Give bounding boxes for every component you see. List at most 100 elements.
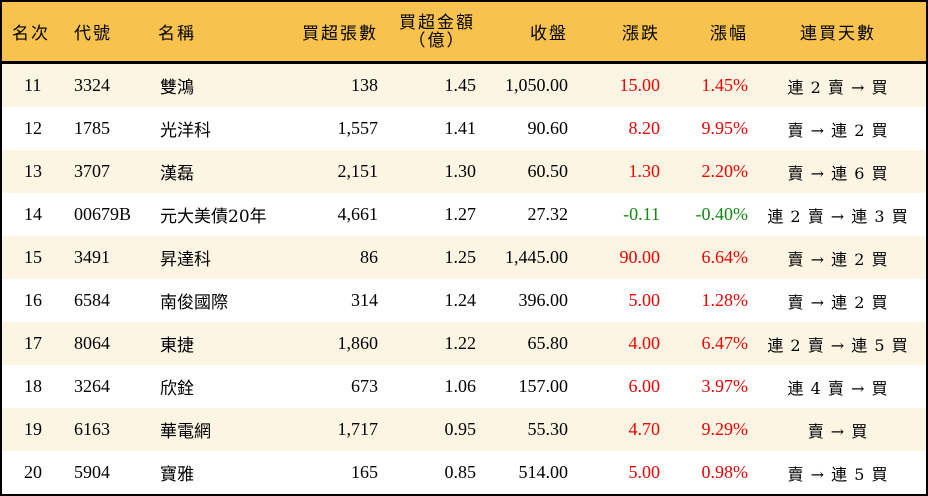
change-pct-cell: 9.95% [701, 118, 749, 138]
close-cell: 55.30 [527, 419, 569, 439]
code-cell: 3707 [74, 161, 110, 181]
table-row: 11 3324 雙鴻 138 1.45 1,050.00 15.00 1.45%… [2, 64, 926, 107]
table-row: 20 5904 寶雅 165 0.85 514.00 5.00 0.98% 賣 … [2, 451, 926, 494]
change-cell: 90.00 [619, 247, 661, 267]
net-buy-amount-cell: 1.24 [444, 290, 477, 310]
net-buy-lots-cell: 4,661 [337, 204, 379, 224]
streak-cell: 賣 → 連 5 買 [787, 464, 889, 484]
net-buy-lots-cell: 86 [360, 247, 378, 267]
code-cell: 1785 [74, 118, 110, 138]
code-cell: 6163 [74, 419, 110, 439]
change-cell: 1.30 [628, 161, 661, 181]
close-cell: 90.60 [527, 118, 569, 138]
code-cell: 3264 [74, 376, 110, 396]
code-cell: 5904 [74, 462, 110, 482]
header-change: 漲跌 [622, 24, 660, 44]
net-buy-amount-cell: 1.45 [444, 75, 477, 95]
close-cell: 1,445.00 [505, 247, 568, 267]
close-cell: 60.50 [527, 161, 569, 181]
change-pct-cell: 2.20% [701, 161, 749, 181]
change-cell: 4.70 [628, 419, 661, 439]
close-cell: 514.00 [518, 462, 569, 482]
table-row: 16 6584 南俊國際 314 1.24 396.00 5.00 1.28% … [2, 279, 926, 322]
code-cell: 3491 [74, 247, 110, 267]
change-cell: 5.00 [628, 290, 661, 310]
name-cell: 昇達科 [160, 250, 211, 270]
name-cell: 欣銓 [160, 379, 194, 399]
name-cell: 華電網 [160, 422, 211, 442]
net-buy-lots-cell: 2,151 [337, 161, 379, 181]
streak-cell: 連 2 賣 → 連 3 買 [767, 206, 909, 226]
change-cell: 8.20 [628, 118, 661, 138]
net-buy-lots-cell: 673 [351, 376, 378, 396]
name-cell: 雙鴻 [160, 78, 194, 98]
code-cell: 3324 [74, 75, 110, 95]
table-row: 13 3707 漢磊 2,151 1.30 60.50 1.30 2.20% 賣… [2, 150, 926, 193]
streak-cell: 連 2 賣 → 買 [787, 77, 889, 97]
change-cell: 4.00 [628, 333, 661, 353]
rank-cell: 11 [24, 75, 42, 95]
net-buy-amount-cell: 1.06 [444, 376, 477, 396]
net-buy-amount-cell: 0.95 [444, 419, 477, 439]
close-cell: 27.32 [527, 204, 569, 224]
table-header: 名次 代號 名稱 買超張數 買超金額 （億） 收盤 漲跌 漲幅 連買天數 [2, 2, 926, 64]
net-buy-lots-cell: 1,557 [337, 118, 379, 138]
change-cell: 15.00 [619, 75, 661, 95]
table-row: 18 3264 欣銓 673 1.06 157.00 6.00 3.97% 連 … [2, 365, 926, 408]
header-streak: 連買天數 [800, 24, 876, 44]
net-buy-amount-cell: 0.85 [444, 462, 477, 482]
net-buy-lots-cell: 165 [351, 462, 378, 482]
header-net-buy-amount-unit: （億） [408, 30, 466, 51]
header-net-buy-amount-label: 買超金額 [399, 12, 475, 33]
change-pct-cell: 6.64% [701, 247, 749, 267]
name-cell: 東捷 [160, 336, 194, 356]
table-row: 17 8064 東捷 1,860 1.22 65.80 4.00 6.47% 連… [2, 322, 926, 365]
change-cell: -0.11 [623, 204, 660, 224]
rank-cell: 16 [24, 290, 42, 310]
header-close: 收盤 [530, 24, 568, 44]
header-net-buy-lots: 買超張數 [302, 24, 378, 44]
streak-cell: 賣 → 連 2 買 [787, 120, 889, 140]
net-buy-amount-cell: 1.25 [444, 247, 477, 267]
name-cell: 元大美債20年 [160, 207, 267, 227]
change-pct-cell: 0.98% [701, 462, 749, 482]
close-cell: 65.80 [527, 333, 569, 353]
table-row: 14 00679B 元大美債20年 4,661 1.27 27.32 -0.11… [2, 193, 926, 236]
close-cell: 1,050.00 [505, 75, 568, 95]
table-row: 15 3491 昇達科 86 1.25 1,445.00 90.00 6.64%… [2, 236, 926, 279]
name-cell: 寶雅 [160, 465, 194, 485]
change-cell: 6.00 [628, 376, 661, 396]
header-change-pct: 漲幅 [710, 24, 748, 44]
rank-cell: 12 [24, 118, 42, 138]
streak-cell: 連 2 賣 → 連 5 買 [767, 335, 909, 355]
rank-cell: 19 [24, 419, 42, 439]
change-pct-cell: 6.47% [701, 333, 749, 353]
table-row: 12 1785 光洋科 1,557 1.41 90.60 8.20 9.95% … [2, 107, 926, 150]
table-row: 19 6163 華電網 1,717 0.95 55.30 4.70 9.29% … [2, 408, 926, 451]
net-buy-lots-cell: 1,717 [337, 419, 379, 439]
rank-cell: 15 [24, 247, 42, 267]
header-net-buy-amount: 買超金額 （億） [392, 2, 482, 61]
streak-cell: 連 4 賣 → 買 [787, 378, 889, 398]
change-pct-cell: 1.28% [701, 290, 749, 310]
change-pct-cell: 9.29% [701, 419, 749, 439]
rank-cell: 18 [24, 376, 42, 396]
change-cell: 5.00 [628, 462, 661, 482]
close-cell: 396.00 [518, 290, 569, 310]
net-buy-lots-cell: 1,860 [337, 333, 379, 353]
net-buy-amount-cell: 1.27 [444, 204, 477, 224]
header-rank: 名次 [12, 24, 50, 44]
net-buy-lots-cell: 138 [351, 75, 378, 95]
streak-cell: 賣 → 連 2 買 [787, 292, 889, 312]
rank-cell: 13 [24, 161, 42, 181]
name-cell: 南俊國際 [160, 293, 228, 313]
code-cell: 8064 [74, 333, 110, 353]
change-pct-cell: -0.40% [695, 204, 749, 224]
streak-cell: 賣 → 買 [807, 421, 869, 441]
net-buy-lots-cell: 314 [351, 290, 378, 310]
name-cell: 光洋科 [160, 121, 211, 141]
streak-cell: 賣 → 連 2 買 [787, 249, 889, 269]
net-buy-amount-cell: 1.22 [444, 333, 477, 353]
header-name: 名稱 [158, 24, 196, 44]
